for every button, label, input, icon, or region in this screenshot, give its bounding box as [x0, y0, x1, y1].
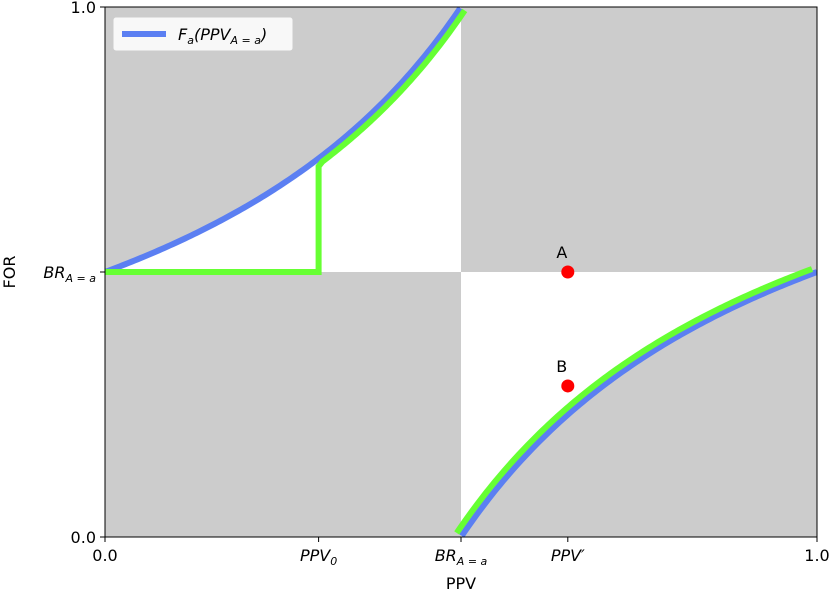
x-tick-label: PPV′: [551, 546, 585, 565]
plot-area: [105, 7, 817, 537]
blue-curve-lower: [459, 269, 817, 537]
y-tick-label: BRA = a: [43, 263, 96, 285]
blue-curve-upper: [105, 7, 463, 275]
x-axis-label: PPV: [446, 574, 476, 593]
data-points: AB: [556, 243, 575, 393]
point-label-a: A: [556, 243, 567, 262]
point-a: [561, 265, 575, 279]
x-tick-label: 0.0: [92, 546, 117, 565]
legend-box: [112, 16, 294, 52]
green-path-upper: [105, 8, 468, 275]
axes: 0.0 PPV0 BRA = a PPV′ 1.0 0.0 BRA = a 1.0: [43, 0, 829, 568]
x-tick-label: BRA = a: [435, 546, 488, 568]
legend: Fa(PPVA = a): [112, 16, 294, 52]
shaded-region-top-right: [461, 7, 817, 272]
green-path-lower: [454, 266, 814, 535]
point-label-b: B: [556, 357, 567, 376]
point-b: [561, 379, 575, 393]
shaded-region-bottom-left: [105, 272, 461, 537]
shaded-region-bottom-right: [461, 272, 817, 537]
legend-label: Fa(PPVA = a): [178, 25, 267, 47]
y-tick-label: 0.0: [71, 528, 96, 547]
x-tick-label: 1.0: [804, 546, 829, 565]
shaded-region-top-left: [105, 7, 461, 272]
y-tick-label: 1.0: [71, 0, 96, 17]
x-tick-label: PPV0: [300, 546, 337, 568]
y-axis-label: FOR: [0, 256, 19, 289]
